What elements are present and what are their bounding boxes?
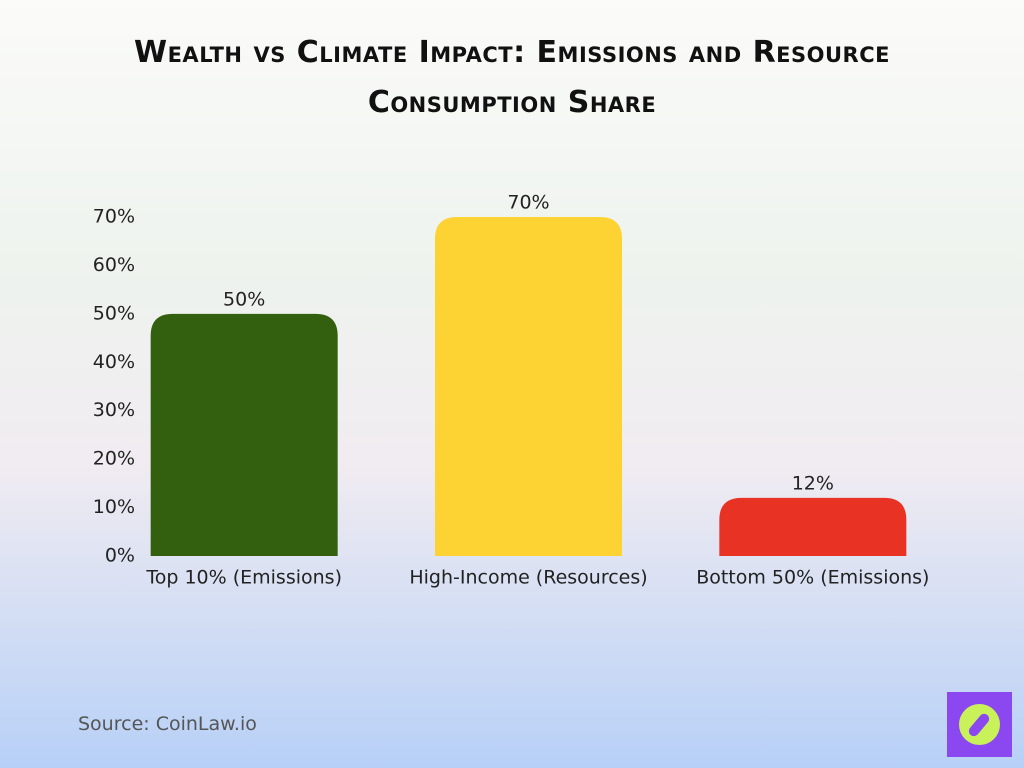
bar [719, 497, 907, 556]
y-tick-label: 20% [93, 448, 135, 470]
y-tick-label: 10% [93, 496, 135, 518]
x-tick-label: High-Income (Resources) [409, 567, 647, 589]
x-tick-label: Top 10% (Emissions) [145, 567, 342, 589]
y-tick-label: 70% [93, 206, 135, 228]
chart-title: Wealth vs Climate Impact: Emissions and … [134, 35, 890, 120]
bar [150, 313, 338, 556]
y-tick-label: 0% [105, 545, 135, 567]
bar [435, 217, 622, 556]
y-tick-label: 60% [93, 254, 135, 276]
x-tick-label: Bottom 50% (Emissions) [696, 567, 929, 589]
value-label: 70% [507, 192, 549, 214]
logo [947, 692, 1012, 757]
y-tick-label: 50% [93, 302, 135, 324]
value-label: 50% [223, 288, 265, 310]
value-label: 12% [792, 472, 834, 494]
y-tick-label: 30% [93, 399, 135, 421]
y-tick-label: 40% [93, 351, 135, 373]
source: Source: CoinLaw.io [78, 713, 257, 735]
